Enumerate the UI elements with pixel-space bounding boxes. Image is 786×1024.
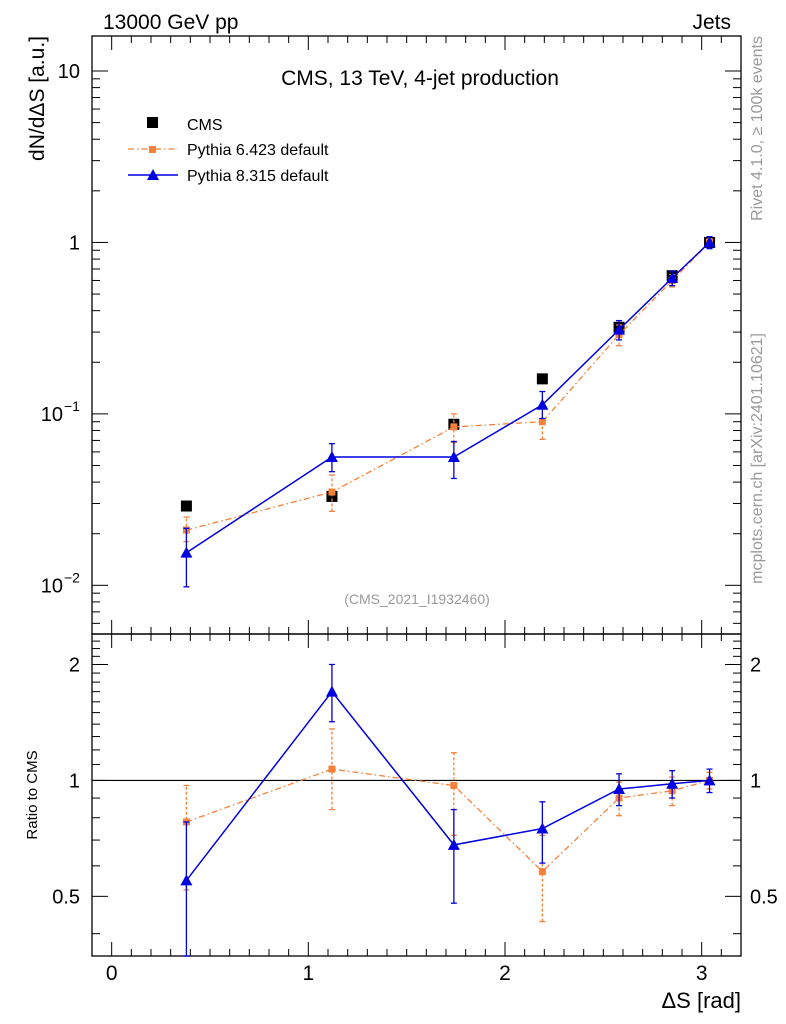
legend-pythia6-label: Pythia 6.423 default <box>187 142 329 159</box>
rivet-version-label: Rivet 4.1.0, ≥ 100k events <box>749 36 766 221</box>
y-tick-label-exponent: −1 <box>64 398 80 414</box>
main-pythia8-point <box>447 451 460 463</box>
ratio-pythia8-line <box>185 690 710 881</box>
y-tick-label: 10 <box>41 575 63 597</box>
ratio-pythia8-point <box>447 838 460 850</box>
legend-pythia8-marker <box>147 169 159 180</box>
y-tick-label-exponent: −2 <box>64 569 80 585</box>
legend: CMS Pythia 6.423 default Pythia 8.315 de… <box>128 117 329 185</box>
y-tick-label: 1 <box>69 232 80 254</box>
main-cms-point <box>536 373 548 385</box>
ratio-plot-panel: Ratio to CMS 0.5 0.5 1 1 2 2 <box>24 633 778 957</box>
x-tick-label: 0 <box>106 962 118 985</box>
y-tick-label: 10 <box>41 404 63 426</box>
legend-pythia6-marker <box>149 146 156 153</box>
ratio-y-tick-label-right: 1 <box>750 770 761 792</box>
ratio-y-tick-label-left: 1 <box>69 770 80 792</box>
header-left: 13000 GeV pp <box>103 11 238 34</box>
main-cms-point <box>180 500 192 512</box>
mcplots-source-label: mcplots.cern.ch [arXiv:2401.10621] <box>749 333 766 584</box>
ratio-pythia8-point <box>613 782 626 794</box>
legend-cms-label: CMS <box>187 117 223 134</box>
main-cms-point <box>326 490 338 502</box>
ratio-frame <box>91 633 742 957</box>
ratio-y-tick-label-right: 2 <box>750 654 761 676</box>
header-right: Jets <box>692 11 731 34</box>
main-pythia8-point <box>180 546 193 558</box>
ratio-pythia6-point <box>450 782 458 790</box>
ratio-pythia6-point <box>328 765 336 773</box>
ratio-pythia8-point <box>325 685 338 697</box>
main-pythia6-point <box>538 418 546 426</box>
ratio-y-tick-label-left: 0.5 <box>52 886 80 908</box>
main-pythia6-point <box>450 423 458 431</box>
y-tick-label: 10 <box>58 61 80 83</box>
legend-cms-marker <box>147 117 158 128</box>
x-axis-label: ΔS [rad] <box>661 988 741 1013</box>
x-tick-label: 1 <box>302 962 314 985</box>
analysis-watermark: (CMS_2021_I1932460) <box>344 591 490 607</box>
main-pythia8-line <box>185 241 711 554</box>
main-pythia8-point <box>613 323 626 335</box>
main-pythia8-point <box>666 272 679 284</box>
y-axis-label: dN/dΔS [a.u.] <box>26 36 49 161</box>
main-pythia8-point <box>325 451 338 463</box>
ratio-pythia8-point <box>703 774 716 786</box>
x-tick-label: 3 <box>696 962 708 985</box>
x-tick-label: 2 <box>499 962 511 985</box>
main-plot-panel: CMS, 13 TeV, 4-jet production (CMS_2021_… <box>26 35 742 635</box>
ratio-pythia6-line <box>186 768 710 873</box>
legend-pythia8-label: Pythia 8.315 default <box>187 168 329 185</box>
main-pythia8-point <box>703 236 716 248</box>
ratio-pythia8-point <box>536 822 549 834</box>
ratio-y-tick-label-left: 2 <box>69 654 80 676</box>
ratio-pythia6-point <box>538 868 546 876</box>
main-pythia8-point <box>536 398 549 410</box>
main-pythia6-point <box>328 488 336 496</box>
ratio-y-axis-label: Ratio to CMS <box>24 750 41 839</box>
ratio-pythia8-point <box>666 777 679 789</box>
ratio-pythia8-point <box>180 874 193 886</box>
main-pythia6-line <box>186 241 710 531</box>
ratio-y-tick-label-right: 0.5 <box>750 886 778 908</box>
plot-title: CMS, 13 TeV, 4-jet production <box>281 67 559 90</box>
